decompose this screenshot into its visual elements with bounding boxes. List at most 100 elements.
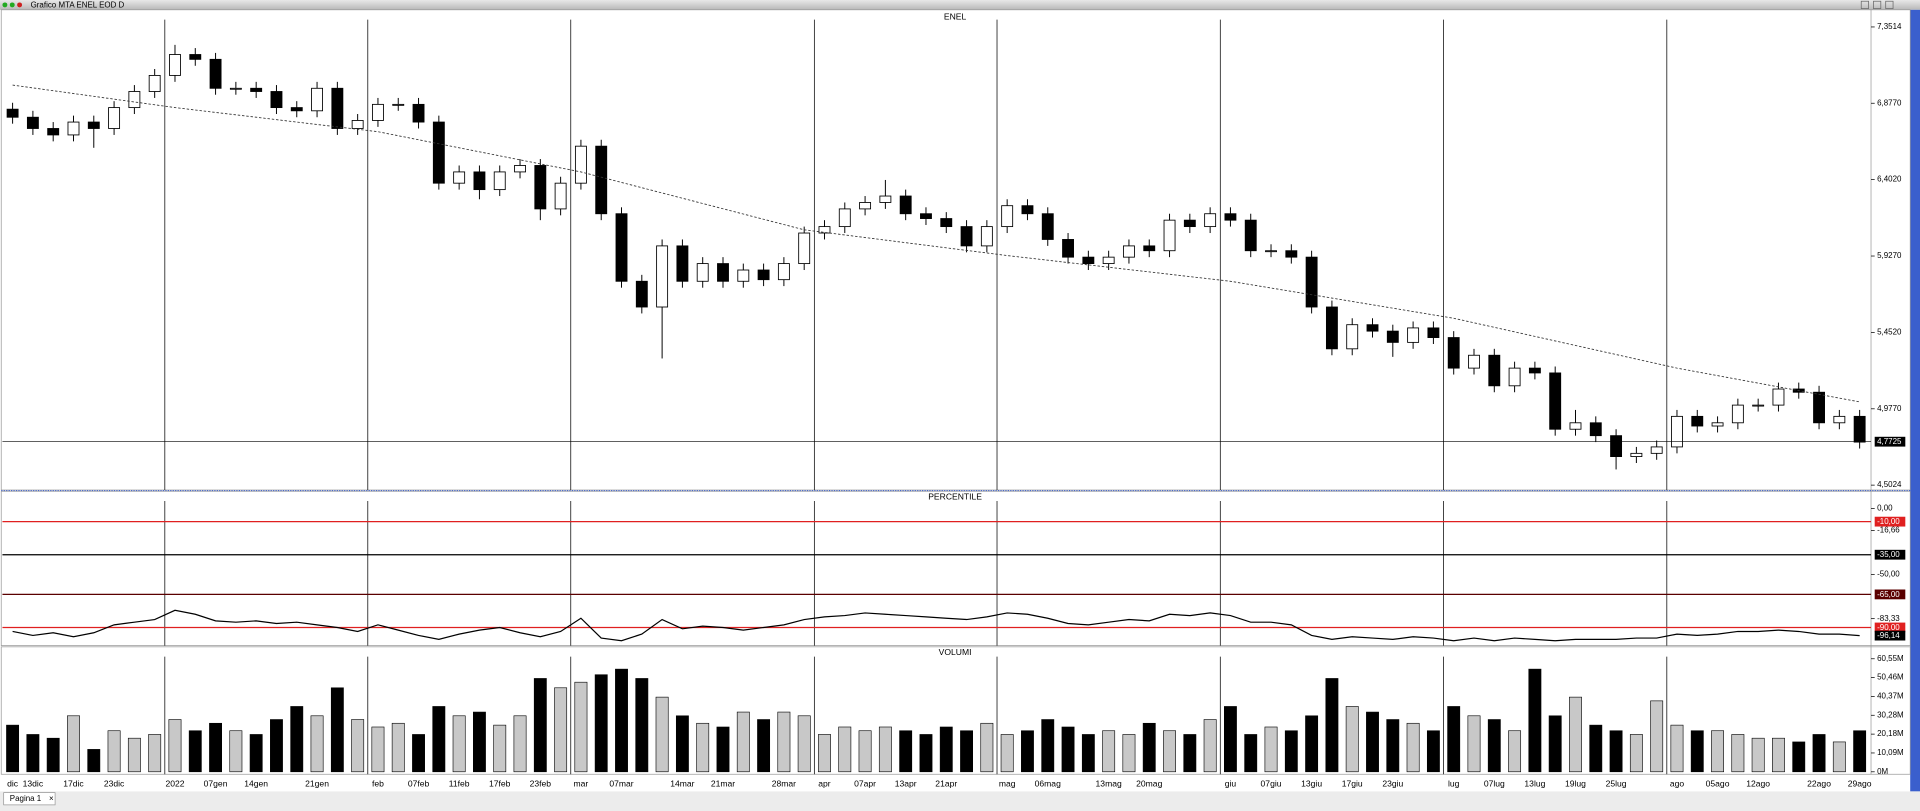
candle-body (1082, 256, 1095, 265)
volume-bar (229, 730, 243, 773)
volume-bar (1487, 719, 1501, 773)
volume-bar (919, 734, 933, 773)
candle-body (270, 91, 283, 109)
x-tick-label: mar (574, 778, 589, 788)
candle-body (534, 165, 547, 210)
x-tick-label: 13mag (1096, 778, 1122, 788)
y-tick-label: -83,33 (1877, 614, 1900, 623)
candle-body (1508, 367, 1521, 387)
x-tick-label: 13apr (895, 778, 917, 788)
candle-body (879, 195, 892, 203)
window-title: Grafico MTA ENEL EOD D (31, 1, 125, 10)
volume-bar (1629, 734, 1643, 773)
y-tick-label: 20,18M (1877, 729, 1904, 738)
volume-bar (757, 719, 771, 773)
candle-body (1102, 256, 1115, 265)
candle-body (6, 108, 19, 118)
candle-body (696, 263, 709, 282)
candle-body (189, 54, 202, 60)
volume-bar (290, 706, 304, 773)
candle-body (1305, 256, 1318, 308)
x-tick-label: 17dic (63, 778, 84, 788)
x-tick-label: 29ago (1848, 778, 1872, 788)
candle-body (26, 116, 39, 129)
volume-bar (26, 734, 40, 773)
volume-bar (1366, 711, 1379, 773)
last-price-box (1874, 436, 1906, 447)
candle-body (838, 208, 851, 228)
candle-body (1589, 422, 1602, 437)
candle-body (1244, 219, 1257, 252)
candle-body (1407, 327, 1420, 343)
candle-body (1325, 306, 1338, 350)
level-label: -10,00 (1877, 517, 1900, 526)
volume-bar (615, 668, 628, 773)
x-tick-label: 2022 (165, 778, 184, 788)
tab[interactable] (3, 792, 56, 806)
candle-body (1041, 213, 1054, 240)
moving-average (12, 84, 1860, 403)
candle-body (209, 58, 222, 89)
pane-title: VOLUMI (939, 647, 972, 657)
volume-bar (473, 711, 486, 773)
x-tick-label: 20mag (1136, 778, 1162, 788)
volume-bar (1569, 696, 1582, 773)
volume-bar (513, 715, 527, 773)
volume-bar (655, 696, 669, 773)
volume-bar (1386, 719, 1400, 773)
candle-body (1650, 446, 1663, 454)
volume-bar (899, 730, 913, 773)
candle-body (290, 107, 303, 112)
y-tick-label: 0M (1877, 767, 1888, 776)
candle-body (859, 202, 872, 210)
volume-bar (838, 726, 852, 773)
volume-bar (1305, 715, 1319, 773)
x-tick-label: 14gen (244, 778, 268, 788)
y-tick-label: 6,4020 (1877, 175, 1902, 184)
volume-bar (939, 726, 953, 773)
x-tick-label: 07apr (854, 778, 876, 788)
volume-bar (249, 734, 263, 773)
candle-body (229, 87, 242, 90)
volume-bar (127, 737, 141, 773)
level-box (1874, 622, 1906, 633)
volume-bar (1853, 730, 1867, 773)
volume-bar (1041, 719, 1055, 773)
x-tick-label: feb (372, 778, 384, 788)
y-tick-label: 0,00 (1877, 504, 1893, 513)
candle-body (980, 226, 993, 247)
y-tick-label: 40,37M (1877, 692, 1904, 701)
window-button[interactable] (1885, 0, 1894, 9)
tab-label[interactable]: Pagina 1 (10, 794, 42, 803)
volume-bar (87, 749, 101, 773)
y-tick-label: 60,55M (1877, 654, 1904, 663)
x-tick-label: 13giu (1301, 778, 1322, 788)
window-button[interactable] (1860, 0, 1869, 9)
volume-bar (412, 734, 425, 773)
candle-body (574, 145, 587, 184)
volume-bar (1224, 706, 1237, 773)
volume-bar (1528, 668, 1542, 773)
x-tick-label: 28mar (772, 778, 796, 788)
x-tick-label: dic (7, 778, 19, 788)
x-tick-label: 12ago (1746, 778, 1770, 788)
candle-body (432, 121, 445, 184)
volume-bar (1792, 741, 1806, 773)
candle-body (1143, 245, 1156, 252)
candle-body (1386, 330, 1399, 343)
volume-bar (432, 706, 446, 773)
candle-body (87, 121, 100, 129)
candle-body (148, 74, 161, 92)
tab-close[interactable]: × (49, 794, 54, 803)
y-tick-label: -16,66 (1877, 526, 1900, 535)
y-tick-label: -50,00 (1877, 570, 1900, 579)
volume-bar (797, 715, 811, 773)
x-tick-label: 13dic (23, 778, 44, 788)
volume-bar (1609, 730, 1623, 773)
volume-bar (310, 715, 324, 773)
window-button[interactable] (1873, 0, 1882, 9)
volume-bar (6, 724, 20, 773)
window-icon (17, 2, 23, 8)
candle-body (1488, 354, 1501, 387)
volume-bar (1021, 730, 1034, 773)
